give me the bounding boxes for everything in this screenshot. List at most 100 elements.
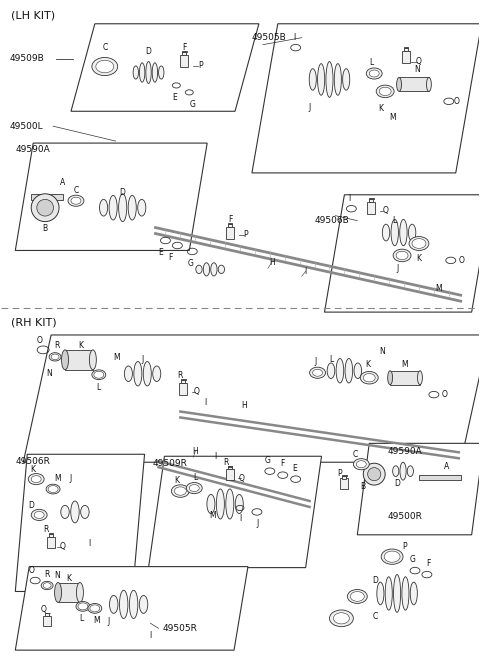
Text: F: F [168, 253, 173, 262]
Ellipse shape [345, 358, 353, 383]
Text: C: C [73, 186, 79, 195]
Ellipse shape [409, 237, 429, 250]
Text: M: M [389, 113, 396, 122]
Ellipse shape [368, 468, 381, 480]
Text: (LH KIT): (LH KIT) [12, 11, 56, 21]
Text: Q: Q [193, 387, 199, 396]
Text: K: K [365, 360, 370, 369]
Bar [49, 534, 53, 537]
Ellipse shape [350, 592, 364, 601]
Bar [404, 47, 408, 48]
Bar [182, 51, 186, 55]
Text: L: L [329, 355, 334, 364]
Text: 49509B: 49509B [9, 54, 44, 63]
Bar [342, 476, 347, 478]
Text: J: J [142, 355, 144, 364]
Bar [228, 466, 232, 467]
Ellipse shape [396, 251, 408, 260]
Text: E: E [292, 464, 297, 473]
Ellipse shape [146, 61, 151, 84]
Ellipse shape [119, 194, 127, 221]
Ellipse shape [393, 249, 411, 262]
Ellipse shape [412, 239, 426, 248]
Ellipse shape [158, 66, 164, 79]
Text: M: M [209, 511, 216, 521]
Text: P: P [244, 230, 248, 239]
Polygon shape [324, 195, 480, 312]
Ellipse shape [318, 64, 324, 96]
Bar [228, 223, 232, 227]
Ellipse shape [407, 466, 413, 476]
Text: K: K [31, 465, 36, 474]
Ellipse shape [31, 476, 41, 482]
Ellipse shape [196, 265, 202, 273]
Text: N: N [46, 369, 52, 378]
Polygon shape [15, 454, 144, 592]
Ellipse shape [71, 501, 79, 523]
Ellipse shape [109, 196, 117, 220]
Text: (RH KIT): (RH KIT) [12, 317, 57, 327]
Ellipse shape [55, 583, 61, 602]
Text: R: R [44, 525, 49, 534]
Ellipse shape [410, 582, 417, 605]
Ellipse shape [81, 505, 89, 519]
Ellipse shape [226, 489, 234, 519]
Text: C: C [353, 450, 358, 459]
Bar [58, 583, 80, 602]
Ellipse shape [171, 485, 189, 498]
Polygon shape [15, 143, 207, 250]
Ellipse shape [94, 371, 104, 378]
Polygon shape [252, 24, 480, 173]
Ellipse shape [128, 196, 136, 220]
Ellipse shape [76, 602, 90, 612]
Text: C: C [102, 43, 108, 52]
Text: A: A [60, 179, 66, 187]
Text: 49509R: 49509R [153, 459, 187, 468]
Ellipse shape [343, 69, 350, 90]
Bar [47, 536, 55, 548]
Text: 49506R: 49506R [15, 457, 50, 466]
Text: P: P [198, 61, 203, 70]
Text: I: I [149, 631, 152, 640]
Text: I: I [88, 539, 90, 548]
Ellipse shape [363, 463, 385, 485]
Ellipse shape [90, 605, 100, 612]
Text: J: J [70, 474, 72, 482]
Ellipse shape [31, 194, 59, 221]
Polygon shape [148, 456, 322, 567]
Ellipse shape [363, 374, 375, 382]
Text: F: F [228, 215, 232, 224]
Bar [369, 199, 373, 202]
Bar [226, 469, 234, 480]
Ellipse shape [391, 219, 398, 246]
Bar [342, 475, 347, 476]
Ellipse shape [394, 575, 401, 612]
Text: A: A [444, 462, 449, 471]
Text: 49500R: 49500R [387, 513, 422, 521]
Ellipse shape [71, 197, 81, 204]
Ellipse shape [96, 60, 114, 72]
Ellipse shape [383, 224, 390, 241]
Ellipse shape [216, 489, 224, 519]
Ellipse shape [37, 200, 53, 216]
Ellipse shape [99, 200, 108, 216]
Bar [181, 380, 185, 383]
Ellipse shape [31, 509, 47, 521]
Polygon shape [15, 567, 248, 650]
Bar [390, 371, 420, 385]
Ellipse shape [408, 224, 416, 241]
Ellipse shape [143, 362, 151, 386]
Ellipse shape [76, 583, 84, 602]
Text: Q: Q [416, 57, 422, 66]
Text: E: E [172, 93, 177, 102]
Polygon shape [71, 24, 259, 111]
Polygon shape [31, 194, 63, 200]
Ellipse shape [379, 87, 391, 96]
Ellipse shape [133, 66, 139, 79]
Ellipse shape [329, 610, 353, 627]
Text: 49505R: 49505R [162, 624, 197, 633]
Ellipse shape [235, 494, 243, 513]
Ellipse shape [396, 78, 401, 92]
Ellipse shape [381, 549, 403, 564]
Ellipse shape [134, 362, 142, 386]
